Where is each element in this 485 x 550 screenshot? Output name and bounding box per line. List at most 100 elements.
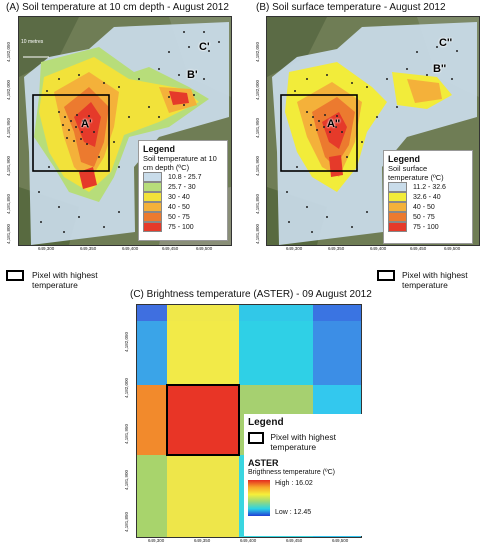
legend-swatch xyxy=(388,222,407,232)
legend-title: Legend xyxy=(248,417,284,428)
legend-swatch xyxy=(143,212,162,222)
y-tick: 4,182,000 xyxy=(124,377,129,398)
panel-a-title: (A) Soil temperature at 10 cm depth - Au… xyxy=(6,2,229,13)
point-label-c: C' xyxy=(199,41,210,53)
legend-class-row: 40 - 50 xyxy=(143,202,223,212)
legend-class-label: 50 - 75 xyxy=(413,213,435,221)
legend-class-label: 25.7 - 30 xyxy=(168,183,196,191)
x-tick: 649,500 xyxy=(196,246,213,251)
legend-class-label: 50 - 75 xyxy=(168,213,190,221)
legend-subtitle: Soil surface temperature (ºC) xyxy=(388,164,444,182)
legend-swatch xyxy=(388,192,407,202)
legend-swatch xyxy=(388,212,407,222)
panel-b-pixel-legend: Pixel with highest temperature xyxy=(377,270,482,290)
point-label-b: B' xyxy=(187,69,198,81)
legend-class-row: 75 - 100 xyxy=(143,222,223,232)
legend-class-row: 50 - 75 xyxy=(388,212,468,222)
x-tick: 649,500 xyxy=(332,538,349,543)
legend-class-label: 75 - 100 xyxy=(413,223,439,231)
legend-class-label: 40 - 50 xyxy=(168,203,190,211)
x-tick: 649,350 xyxy=(80,246,97,251)
panel-c-legend: Legend Pixel with highest temperature AS… xyxy=(244,414,362,536)
legend-classes: 10.8 - 25.7 25.7 - 30 30 - 40 40 - 50 50 - 7… xyxy=(143,172,223,232)
y-tick: 4,181,800 xyxy=(6,223,11,244)
legend-class-label: 10.8 - 25.7 xyxy=(168,173,202,181)
legend-swatch xyxy=(143,202,162,212)
legend-swatch xyxy=(143,182,162,192)
sensor-name: ASTER xyxy=(248,458,279,468)
legend-class-label: 11.2 - 32.6 xyxy=(413,183,446,191)
pixel-box-icon xyxy=(248,432,265,444)
y-tick: 4,181,900 xyxy=(124,469,129,490)
y-tick: 4,182,050 xyxy=(6,41,11,62)
panel-c-title: (C) Brightness temperature (ASTER) - 09 … xyxy=(130,289,372,300)
legend-class-row: 10.8 - 25.7 xyxy=(143,172,223,182)
legend-class-row: 75 - 100 xyxy=(388,222,468,232)
raster-cell xyxy=(137,455,167,537)
legend-class-label: 75 - 100 xyxy=(168,223,194,231)
raster-cell xyxy=(167,385,239,455)
x-tick: 649,400 xyxy=(240,538,257,543)
y-tick: 4,181,850 xyxy=(255,193,260,214)
y-tick: 4,181,800 xyxy=(255,223,260,244)
legend-swatch xyxy=(143,192,162,202)
y-tick: 4,181,950 xyxy=(6,117,11,138)
legend-swatch xyxy=(143,172,162,182)
raster-cell xyxy=(313,321,361,385)
legend-swatch xyxy=(388,202,407,212)
pixel-legend-label: Pixel with highest temperature xyxy=(270,432,336,452)
legend-class-row: 40 - 50 xyxy=(388,202,468,212)
y-tick: 4,181,950 xyxy=(124,423,129,444)
legend-class-label: 40 - 50 xyxy=(413,203,435,211)
x-tick: 649,400 xyxy=(122,246,139,251)
legend-class-label: 32.6 - 40 xyxy=(413,193,441,201)
x-tick: 649,300 xyxy=(286,246,303,251)
legend-class-row: 30 - 40 xyxy=(143,192,223,202)
y-tick: 4,182,050 xyxy=(124,331,129,352)
x-tick: 649,500 xyxy=(444,246,461,251)
y-tick: 4,181,900 xyxy=(255,155,260,176)
legend-class-row: 25.7 - 30 xyxy=(143,182,223,192)
y-tick: 4,181,850 xyxy=(6,193,11,214)
legend-subtitle: Soil temperature at 10 cm depth (ºC) xyxy=(143,154,217,172)
raster-cell xyxy=(239,321,313,385)
color-ramp-bar xyxy=(248,480,270,516)
pixel-legend-label: Pixel with highest temperature xyxy=(32,270,98,290)
panel-a-legend: Legend Soil temperature at 10 cm depth (… xyxy=(138,140,228,241)
panel-b-x-axis: 649,300 649,350 649,400 649,450 649,500 xyxy=(274,246,474,254)
raster-cell xyxy=(137,321,167,385)
y-tick: 4,181,950 xyxy=(255,117,260,138)
pixel-legend-label: Pixel with highest temperature xyxy=(402,270,468,290)
raster-cell xyxy=(313,305,361,321)
raster-cell xyxy=(167,321,239,385)
y-tick: 4,182,050 xyxy=(255,41,260,62)
point-label-c: C'' xyxy=(439,37,453,49)
panel-a-x-axis: 649,300 649,350 649,400 649,450 649,500 xyxy=(26,246,226,254)
x-tick: 649,350 xyxy=(328,246,345,251)
x-tick: 649,400 xyxy=(370,246,387,251)
legend-class-label: 30 - 40 xyxy=(168,193,190,201)
y-tick: 4,182,000 xyxy=(255,79,260,100)
y-tick: 4,182,000 xyxy=(6,79,11,100)
legend-title: Legend xyxy=(388,154,421,164)
point-label-a: A'' xyxy=(327,118,341,130)
legend-subtitle: Brigthness temperature (ºC) xyxy=(248,469,335,476)
panel-a-pixel-legend: Pixel with highest temperature xyxy=(6,270,127,290)
pixel-legend: Pixel with highest temperature xyxy=(248,432,358,452)
legend-classes: 11.2 - 32.6 32.6 - 40 40 - 50 50 - 75 75 - 1… xyxy=(388,182,468,232)
raster-cell xyxy=(167,455,239,537)
ramp-low-label: Low : 12.45 xyxy=(275,509,312,516)
raster-cell xyxy=(137,305,167,321)
pixel-box-icon xyxy=(6,270,24,281)
point-label-a: A' xyxy=(81,118,92,130)
x-tick: 649,450 xyxy=(286,538,303,543)
x-tick: 649,300 xyxy=(38,246,55,251)
legend-title: Legend xyxy=(143,144,176,154)
raster-cell xyxy=(137,385,167,455)
point-label-b: B'' xyxy=(433,63,447,75)
ramp-high-label: High : 16.02 xyxy=(275,480,313,487)
panel-c-x-axis: 649,300 649,350 649,400 649,450 649,500 xyxy=(140,538,360,546)
color-ramp: High : 16.02 Low : 12.45 xyxy=(248,480,358,516)
legend-class-row: 11.2 - 32.6 xyxy=(388,182,468,192)
panel-b-map: A'' B'' C'' xyxy=(266,16,480,246)
